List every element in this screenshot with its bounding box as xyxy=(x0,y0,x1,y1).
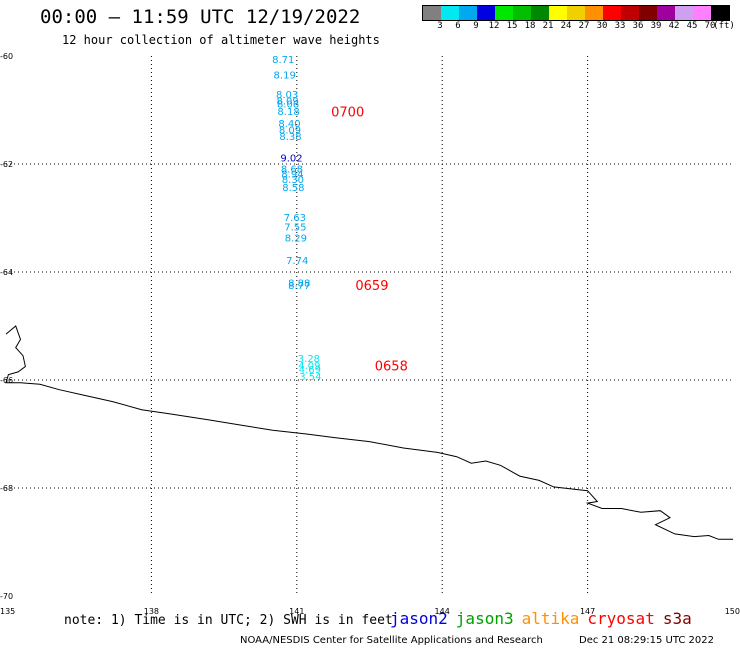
latitude-tick-label: -64 xyxy=(0,268,13,277)
longitude-tick-label: 138 xyxy=(144,607,159,616)
legend-tick-label: 42 xyxy=(668,21,680,31)
wave-height-observation: 8.88 xyxy=(288,278,310,289)
legend-swatch xyxy=(585,6,603,20)
legend-tick-label: 12 xyxy=(488,21,500,31)
wave-height-observation: 8.08 xyxy=(277,100,299,111)
legend-tick-label: 45 xyxy=(686,21,698,31)
longitude-tick-label: 144 xyxy=(435,607,450,616)
legend-tick-label: 39 xyxy=(650,21,662,31)
legend-swatch xyxy=(477,6,495,20)
legend-tick-label: 24 xyxy=(560,21,572,31)
wave-height-observation: 8.38 xyxy=(279,132,301,143)
wave-height-observation: 8.03 xyxy=(276,90,298,101)
latitude-tick-label: -66 xyxy=(0,376,13,385)
legend-tick-label: 33 xyxy=(614,21,626,31)
longitude-tick-label: 147 xyxy=(580,607,595,616)
legend-unit: (ft) xyxy=(713,21,735,31)
legend-tick-label: 27 xyxy=(578,21,590,31)
wave-height-observation: 8.09 xyxy=(279,125,301,136)
longitude-tick-label: 135 xyxy=(0,607,15,616)
legend-swatch xyxy=(639,6,657,20)
wave-height-observation: 4.09 xyxy=(298,361,320,372)
footer-note: note: 1) Time is in UTC; 2) SWH is in fe… xyxy=(64,613,393,628)
legend-swatch xyxy=(621,6,639,20)
legend-tick-label: 15 xyxy=(506,21,518,31)
legend-swatch xyxy=(603,6,621,20)
wave-height-observation: 8.68 xyxy=(281,164,303,175)
wave-height-observation: 8.09 xyxy=(276,96,298,107)
wave-height-observation: 3.54 xyxy=(299,372,321,383)
legend-swatch xyxy=(423,6,441,20)
legend-tick-label: 70 xyxy=(704,21,716,31)
legend-tick-label: 3 xyxy=(437,21,443,31)
wave-height-observation: 4.69 xyxy=(299,365,321,376)
antarctic-coastline xyxy=(5,325,733,540)
pass-time-label: 0659 xyxy=(355,279,388,294)
legend-tick-label: 36 xyxy=(632,21,644,31)
legend-swatch xyxy=(693,6,711,20)
satellite-name: altika xyxy=(521,609,580,628)
legend-swatch xyxy=(657,6,675,20)
wave-height-observation: 8.58 xyxy=(282,183,304,194)
latitude-tick-label: -68 xyxy=(0,484,13,493)
longitude-tick-label: 150 xyxy=(725,607,740,616)
longitude-tick-label: 141 xyxy=(289,607,304,616)
satellite-name: jason2 xyxy=(390,609,448,628)
legend-swatch xyxy=(531,6,549,20)
generated-timestamp: Dec 21 08:29:15 UTC 2022 xyxy=(579,635,714,646)
legend-tick-label: 18 xyxy=(524,21,536,31)
wave-height-observation: 9.02 xyxy=(280,154,302,165)
wave-height-observation: 8.29 xyxy=(285,233,307,244)
wave-height-observation: 8.40 xyxy=(278,119,300,130)
legend-tick-label: 6 xyxy=(455,21,461,31)
wave-height-color-legend xyxy=(422,5,730,21)
satellite-name: s3a xyxy=(662,609,692,628)
wave-height-observation: 8.71 xyxy=(272,55,294,66)
wave-height-observation: 8.30 xyxy=(282,175,304,186)
legend-swatch xyxy=(675,6,693,20)
wave-height-observation: 7.74 xyxy=(286,256,308,267)
satellite-name: cryosat xyxy=(587,609,655,628)
wave-height-observation: 3.28 xyxy=(298,354,320,365)
legend-swatch xyxy=(495,6,513,20)
wave-height-observation: 8.94 xyxy=(281,170,303,181)
legend-swatch xyxy=(441,6,459,20)
legend-tick-label: 21 xyxy=(542,21,554,31)
legend-swatch xyxy=(459,6,477,20)
wave-height-legend-labels: 3 6 9 12 15 18 21 24 27 30 33 36 39 42 45 70 (ft) xyxy=(422,21,740,33)
latitude-tick-label: -70 xyxy=(0,592,13,601)
map-subtitle: 12 hour collection of altimeter wave hei… xyxy=(62,33,380,47)
credit-line: NOAA/NESDIS Center for Satellite Applica… xyxy=(240,635,543,646)
wave-height-observation: 8.77 xyxy=(288,281,310,292)
map-title: 00:00 – 11:59 UTC 12/19/2022 xyxy=(40,6,361,28)
legend-swatch xyxy=(567,6,585,20)
wave-height-observation: 7.63 xyxy=(284,213,306,224)
legend-swatch xyxy=(549,6,567,20)
wave-height-observation: 8.19 xyxy=(274,70,296,81)
satellite-legend: jason2 jason3 altika cryosat s3a xyxy=(390,609,700,628)
legend-swatch xyxy=(711,6,729,20)
wave-height-observation: 8.18 xyxy=(277,107,299,118)
legend-tick-label: 9 xyxy=(473,21,479,31)
pass-time-label: 0658 xyxy=(375,359,408,374)
pass-time-label: 0700 xyxy=(331,106,364,121)
wave-height-observation: 7.55 xyxy=(284,223,306,234)
latitude-tick-label: -60 xyxy=(0,52,13,61)
legend-swatch xyxy=(513,6,531,20)
satellite-name: jason3 xyxy=(455,609,514,628)
legend-tick-label: 30 xyxy=(596,21,608,31)
latitude-tick-label: -62 xyxy=(0,160,13,169)
